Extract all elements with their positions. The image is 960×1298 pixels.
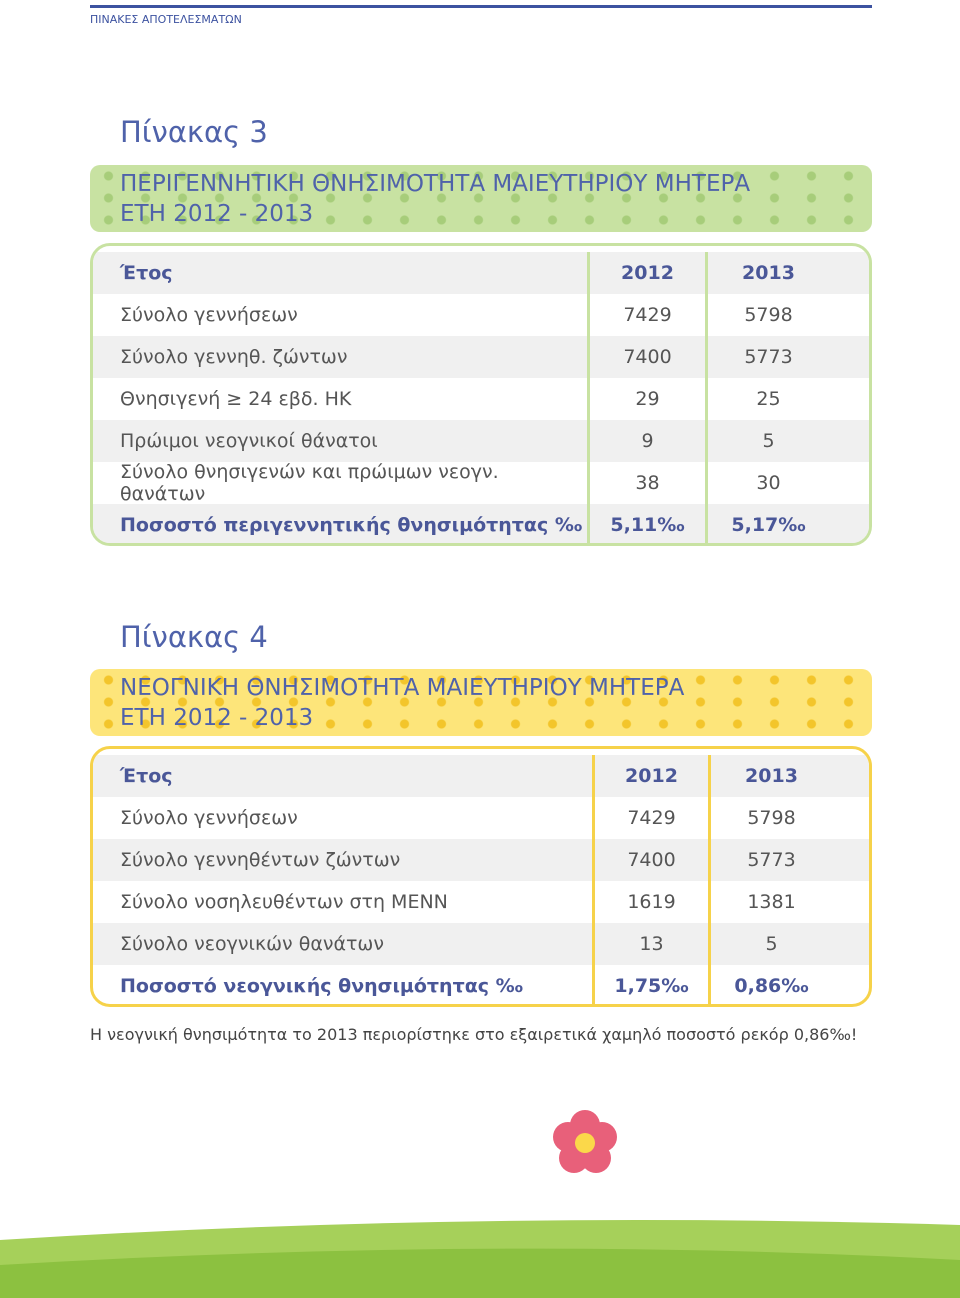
table-row: Σύνολο νεογνικών θανάτων 13 5 xyxy=(93,923,869,965)
table-row: Πρώιμοι νεογνικοί θάνατοι 9 5 xyxy=(93,420,869,462)
cell: 9 xyxy=(587,420,708,462)
cell: 5798 xyxy=(744,304,793,326)
cell: Πρώιμοι νεογνικοί θάνατοι xyxy=(120,430,378,452)
header: ΠΙΝΑΚΕΣ ΑΠΟΤΕΛΕΣΜΑΤΩΝ xyxy=(90,13,242,26)
table-row: Σύνολο θνησιγενών και πρώιμων νεογν. θαν… xyxy=(93,461,869,505)
cell: 30 xyxy=(756,472,781,494)
cell: 38 xyxy=(587,462,708,504)
cell: Σύνολο γεννήσεων xyxy=(120,304,298,326)
cell: 29 xyxy=(587,378,708,420)
column-header: 2012 xyxy=(592,755,711,797)
table-title: Πίνακας 4 xyxy=(120,620,268,654)
cell: 7429 xyxy=(587,294,708,336)
table-row: Ποσοστό περιγεννητικής θνησιμότητας ‰ 5,1… xyxy=(93,504,869,543)
heading-line: ΕΤΗ 2012 - 2013 xyxy=(120,201,314,227)
cell: Ποσοστό περιγεννητικής θνησιμότητας ‰ xyxy=(120,514,583,536)
cell: 13 xyxy=(592,923,711,965)
cell: 5773 xyxy=(747,849,796,871)
cell: 5 xyxy=(762,430,775,452)
table-row: Σύνολο γεννηθέντων ζώντων 7400 5773 xyxy=(93,839,869,881)
column-header: 2013 xyxy=(742,262,795,284)
grass-front xyxy=(0,1248,960,1298)
header-row: Έτος 2012 2013 xyxy=(93,252,869,294)
cell: 1,75‰ xyxy=(592,965,711,1004)
cell: Σύνολο γεννηθέντων ζώντων xyxy=(120,849,401,871)
column-header: 2012 xyxy=(587,252,708,294)
decoration xyxy=(0,1110,960,1298)
cell: 5798 xyxy=(747,807,796,829)
table-heading: ΝΕΟΓΝΙΚΗ ΘΝΗΣΙΜΟΤΗΤΑ ΜΑΙΕΥΤΗΡΙΟΥ ΜΗΤΕΡΑ … xyxy=(90,669,872,736)
header-row: Έτος 2012 2013 xyxy=(93,755,869,797)
note: Η νεογνική θνησιμότητα το 2013 περιορίστ… xyxy=(90,1025,858,1044)
table-title: Πίνακας 3 xyxy=(120,115,268,149)
table-heading: ΠΕΡΙΓΕΝΝΗΤΙΚΗ ΘΝΗΣΙΜΟΤΗΤΑ ΜΑΙΕΥΤΗΡΙΟΥ ΜΗ… xyxy=(90,165,872,232)
cell: 5773 xyxy=(744,346,793,368)
cell: 5,11‰ xyxy=(587,504,708,543)
heading-line: ΝΕΟΓΝΙΚΗ ΘΝΗΣΙΜΟΤΗΤΑ ΜΑΙΕΥΤΗΡΙΟΥ ΜΗΤΕΡΑ xyxy=(120,675,685,701)
table-row: Σύνολο γεννήσεων 7429 5798 xyxy=(93,797,869,839)
cell: 5,17‰ xyxy=(731,514,806,536)
cell: 5 xyxy=(765,933,778,955)
cell: Ποσοστό νεογνικής θνησιμότητας ‰ xyxy=(120,975,523,997)
table-row: Σύνολο γεννηθ. ζώντων 7400 5773 xyxy=(93,336,869,378)
cell: 7429 xyxy=(592,797,711,839)
cell: Σύνολο γεννήσεων xyxy=(120,807,298,829)
top-rule xyxy=(90,5,872,8)
cell: 25 xyxy=(756,388,781,410)
table-row: Ποσοστό νεογνικής θνησιμότητας ‰ 1,75‰ 0,8… xyxy=(93,965,869,1004)
table-row: Σύνολο γεννήσεων 7429 5798 xyxy=(93,294,869,336)
cell: 0,86‰ xyxy=(734,975,809,997)
cell: 1619 xyxy=(592,881,711,923)
heading-line: ΠΕΡΙΓΕΝΝΗΤΙΚΗ ΘΝΗΣΙΜΟΤΗΤΑ ΜΑΙΕΥΤΗΡΙΟΥ ΜΗ… xyxy=(120,171,751,197)
flower xyxy=(553,1110,617,1173)
heading-line: ΕΤΗ 2012 - 2013 xyxy=(120,705,314,731)
cell: 1381 xyxy=(747,891,796,913)
cell: 7400 xyxy=(592,839,711,881)
table-row: Θνησιγενή ≥ 24 εβδ. ΗΚ 29 25 xyxy=(93,378,869,420)
cell: Σύνολο θνησιγενών και πρώιμων νεογν. θαν… xyxy=(120,461,499,505)
table-row: Σύνολο νοσηλευθέντων στη ΜΕΝΝ 1619 1381 xyxy=(93,881,869,923)
table: Έτος 2012 2013 Σύνολο γεννήσεων 7429 5798 Σύνο… xyxy=(90,243,872,546)
cell: Θνησιγενή ≥ 24 εβδ. ΗΚ xyxy=(120,388,352,410)
table: Έτος 2012 2013 Σύνολο γεννήσεων 7429 5798 Σύνο… xyxy=(90,746,872,1007)
column-header: Έτος xyxy=(120,765,173,787)
cell: 7400 xyxy=(587,336,708,378)
cell: Σύνολο γεννηθ. ζώντων xyxy=(120,346,348,368)
cell: Σύνολο νοσηλευθέντων στη ΜΕΝΝ xyxy=(120,891,448,913)
column-header: 2013 xyxy=(745,765,798,787)
column-header: Έτος xyxy=(120,262,173,284)
cell: Σύνολο νεογνικών θανάτων xyxy=(120,933,384,955)
